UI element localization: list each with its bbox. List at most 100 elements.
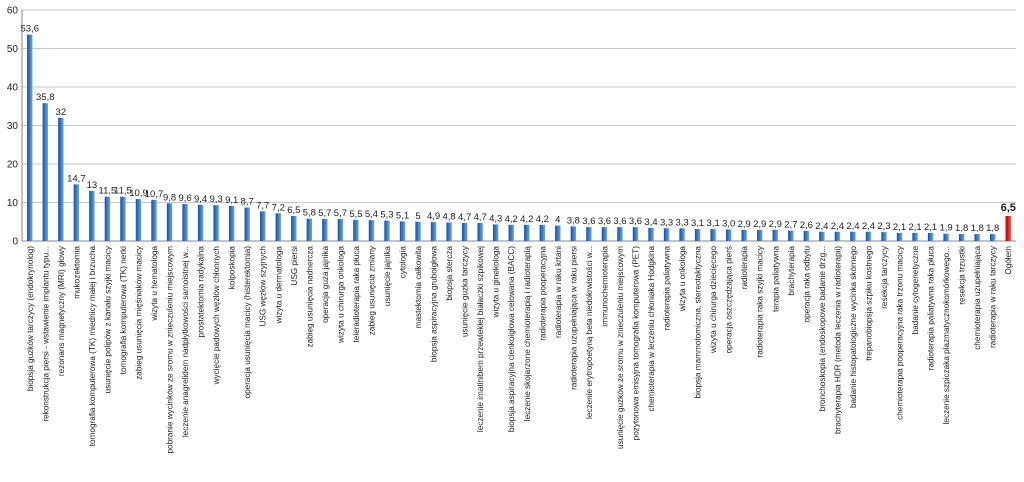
data-label: 9,8 — [163, 192, 176, 203]
data-label: 2,3 — [877, 221, 890, 232]
category-label: chemioterapia uzupełniająca — [973, 246, 982, 350]
data-label: 3,8 — [567, 215, 580, 226]
bar — [493, 224, 499, 241]
data-label: 5,8 — [303, 208, 316, 219]
bar — [725, 229, 732, 241]
data-label: 3,6 — [582, 216, 595, 227]
data-label: 4,3 — [489, 213, 502, 224]
category-label: resekcja tarczycy — [880, 245, 889, 309]
category-label: trepanobiopsja szpiku kostnego — [864, 246, 873, 361]
category-label: usunięcie guzków ze sromu w znieczuleniu… — [616, 246, 625, 449]
bar — [663, 228, 670, 241]
data-label: 4,7 — [474, 212, 487, 223]
category-label: leczenie anagrelidem nadpłytkowości samo… — [181, 246, 190, 437]
bar — [990, 234, 996, 241]
category-label: wizyta u dermatologa — [274, 246, 283, 325]
data-label: 7,2 — [272, 202, 285, 213]
bar — [601, 227, 608, 241]
category-label: rekonstrukcja piersi - wstawienie implan… — [41, 246, 50, 422]
data-label: 4 — [555, 215, 560, 226]
bar — [679, 228, 685, 241]
data-label: 2,7 — [784, 220, 797, 231]
bar — [166, 203, 173, 241]
bar — [710, 229, 716, 241]
bar — [322, 219, 328, 241]
category-label: chemioterapia w leczeniu chłoniaka Hodgk… — [647, 246, 656, 412]
category-label: radioterapia pooperacyjna — [538, 246, 547, 341]
data-label: 3,1 — [691, 218, 704, 229]
y-axis: 0 10 20 30 40 50 60 — [7, 6, 1016, 248]
category-label: brachyterapia HDR (metoda leczenia w rad… — [833, 246, 842, 434]
category-label: Ogółem — [1004, 246, 1013, 275]
category-label: pobranie wycinków ze sromu w znieczuleni… — [166, 246, 175, 454]
data-label: 9,4 — [194, 194, 207, 205]
data-label: 32 — [56, 107, 67, 118]
category-label: operacja oszczędzająca pierś — [725, 246, 734, 353]
data-label: 1,8 — [986, 223, 999, 234]
bar — [508, 224, 514, 241]
bar — [182, 204, 188, 241]
data-label: 4,2 — [520, 214, 533, 225]
bar — [461, 222, 468, 241]
bar — [632, 227, 639, 241]
bar — [213, 205, 219, 241]
data-label: 2,1 — [893, 222, 906, 233]
category-label: wizyta u chirurga onkologa — [336, 246, 345, 344]
data-label: 3,3 — [675, 217, 688, 228]
category-label: terapia paliatywna — [771, 246, 780, 312]
category-label: usunięcie jajnika — [383, 246, 392, 307]
data-label: 4,2 — [536, 214, 549, 225]
bar — [368, 220, 375, 241]
category-label: immunochemioterapia — [600, 246, 609, 327]
bar — [260, 211, 266, 241]
data-label: 3,1 — [707, 218, 720, 229]
bar — [819, 231, 825, 241]
data-label: 3,4 — [644, 217, 657, 228]
category-label: zabieg usunięcia mięśniaków macicy — [134, 245, 143, 380]
bar — [151, 199, 157, 241]
bar — [788, 230, 794, 241]
data-label: 14,7 — [67, 173, 86, 184]
data-label: 1,8 — [971, 223, 984, 234]
y-tick-label: 10 — [7, 198, 19, 209]
category-label: biopsja guzków tarczycy (endokrynolog) — [26, 246, 35, 391]
category-label: radioterapia uzupełniająca w raku piersi — [569, 246, 578, 390]
bar — [104, 196, 111, 241]
category-label: wycięcie padowych węzłów chłonnych — [212, 246, 221, 386]
bar — [73, 184, 80, 241]
category-label: operacja guza jajnika — [321, 246, 330, 323]
bar — [120, 196, 126, 241]
category-label: leczenie szpiczaka plazmatycznokomórkowe… — [942, 246, 951, 424]
data-label: 2,6 — [800, 220, 813, 231]
data-label: 4,7 — [458, 212, 471, 223]
bar — [927, 232, 934, 241]
bar — [135, 199, 142, 241]
bar — [306, 218, 313, 241]
category-label: radioterapia — [740, 246, 749, 290]
category-label: USG węzłów szyjnych — [259, 246, 268, 327]
bars — [27, 34, 1011, 241]
bar — [291, 215, 297, 241]
data-label: 2,9 — [753, 219, 766, 230]
category-label: mastektomia całkowita — [414, 246, 423, 329]
bar — [974, 234, 980, 241]
category-label: usunięcie guzka tarczycy — [461, 245, 470, 337]
bar — [27, 34, 33, 241]
data-label: 6,5 — [1001, 202, 1016, 214]
bar — [850, 231, 856, 241]
data-label: 9,3 — [210, 194, 223, 205]
bar — [42, 103, 48, 241]
category-labels: biopsja guzków tarczycy (endokrynolog) re… — [26, 245, 1013, 453]
category-label: wizyta u onkologa — [678, 246, 687, 313]
category-label: radioterapia w raku krtani — [554, 246, 563, 338]
data-label: 2,9 — [738, 219, 751, 230]
data-label: 5,4 — [365, 209, 378, 220]
bar — [524, 224, 530, 241]
category-label: leczenie imatinibem przewlekłej białaczk… — [476, 246, 485, 432]
category-label: mukozektomia — [72, 246, 81, 299]
data-label: 3,3 — [660, 217, 673, 228]
category-label: badanie cytogenetyczne — [911, 246, 920, 335]
data-label: 1,8 — [955, 223, 968, 234]
data-label: 3,6 — [613, 216, 626, 227]
bar — [896, 232, 903, 241]
